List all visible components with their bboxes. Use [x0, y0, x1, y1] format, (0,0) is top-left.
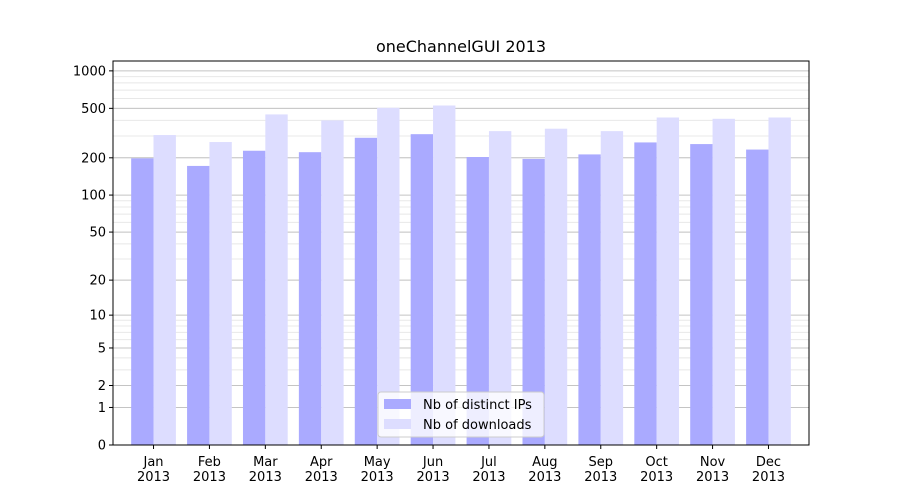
y-tick-label: 2 [98, 379, 106, 394]
bar-distinct-ips [522, 158, 545, 445]
bar-downloads [321, 120, 344, 446]
bar-distinct-ips [578, 154, 601, 445]
bar-distinct-ips [354, 137, 378, 445]
bar-distinct-ips [131, 158, 154, 445]
y-tick-label: 1 [98, 401, 106, 416]
x-tick-label: Aug 2013 [528, 455, 561, 485]
legend-label: Nb of distinct IPs [423, 398, 532, 413]
bar-downloads [433, 105, 456, 445]
y-tick-label: 0 [98, 439, 106, 454]
x-tick-label: Jun 2013 [417, 455, 450, 485]
chart-title: oneChannelGUI 2013 [376, 37, 546, 56]
y-tick-label: 5 [98, 341, 106, 356]
bar-downloads [488, 131, 512, 445]
x-tick-label: Nov 2013 [696, 455, 729, 485]
bar-downloads [768, 117, 791, 446]
y-tick-label: 20 [89, 274, 106, 289]
y-tick-label: 200 [81, 151, 106, 166]
legend-label: Nb of downloads [423, 418, 532, 433]
x-tick-label: Feb 2013 [193, 455, 226, 485]
bar-downloads [712, 118, 735, 445]
bar-distinct-ips [187, 165, 210, 445]
bar-distinct-ips [634, 142, 657, 446]
bar-downloads [600, 131, 624, 445]
bar-downloads [153, 135, 176, 445]
x-tick-label: Oct 2013 [640, 455, 673, 485]
bar-distinct-ips [746, 149, 769, 445]
bar-downloads [377, 107, 400, 445]
x-tick-label: May 2013 [361, 455, 394, 485]
x-axis: Jan 2013 Feb 2013 Mar 2013 Apr 2013 May 2013 Jun 20… [137, 445, 785, 485]
plot-frame [112, 60, 810, 446]
x-tick-label: Mar 2013 [249, 455, 282, 485]
x-tick-label: Sep 2013 [584, 455, 617, 485]
y-tick-label: 1000 [73, 64, 106, 79]
bar-downloads [209, 142, 232, 445]
bar-distinct-ips [410, 134, 434, 446]
bar-downloads [656, 117, 680, 446]
bar-downloads [265, 114, 288, 445]
x-tick-label: Apr 2013 [305, 455, 338, 485]
legend: Nb of distinct IPs Nb of downloads [377, 391, 545, 438]
bar-distinct-ips [690, 144, 713, 445]
bar-distinct-ips [298, 152, 322, 445]
x-tick-label: Jul 2013 [472, 455, 505, 485]
y-tick-label: 100 [81, 189, 106, 204]
bar-distinct-ips [466, 157, 489, 446]
legend-swatch [384, 399, 411, 409]
legend-swatch [384, 419, 411, 429]
legend-box [377, 391, 545, 438]
x-tick-label: Jan 2013 [137, 455, 170, 485]
bar-downloads [544, 128, 568, 445]
x-tick-label: Dec 2013 [752, 455, 785, 485]
y-tick-label: 50 [89, 226, 106, 241]
bars [131, 105, 791, 446]
y-tick-label: 500 [81, 102, 106, 117]
y-tick-label: 10 [89, 309, 106, 324]
bar-distinct-ips [242, 150, 266, 445]
y-axis: 0 1 2 5 10 20 50 100 200 500 1000 [73, 64, 113, 454]
